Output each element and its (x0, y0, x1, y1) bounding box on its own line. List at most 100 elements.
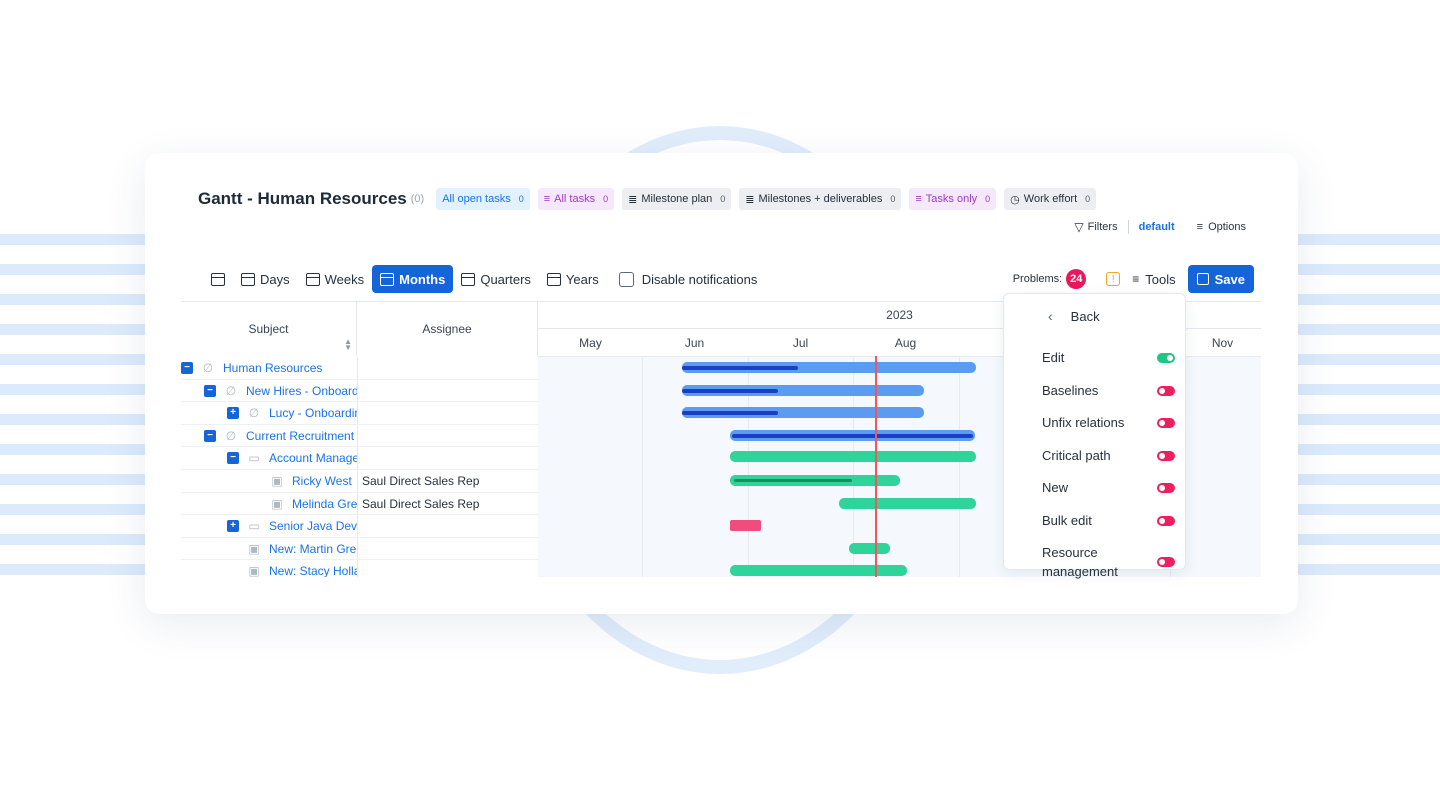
expand-icon[interactable]: + (227, 407, 239, 420)
task-icon: ▣ (248, 564, 260, 577)
table-row[interactable]: −∅ New Hires - Onboarding (181, 379, 538, 403)
zoom-years-label: Years (565, 271, 599, 287)
subject-cell: ▣ New: Stacy Holland (227, 560, 357, 577)
table-row[interactable]: − ▭ Account Manager (181, 447, 538, 470)
problems-indicator[interactable]: Problems: 24 (1013, 269, 1087, 289)
filters-button[interactable]: ▽ Filters (1074, 220, 1117, 234)
task-name-link[interactable]: Current Recruitment (246, 428, 355, 443)
sort-icon[interactable]: ▲ ▼ (344, 337, 352, 352)
view-chip-all-tasks[interactable]: ≡ All tasks 0 (537, 188, 615, 210)
toggle-switch[interactable] (1157, 417, 1175, 428)
collapse-icon[interactable]: − (204, 429, 216, 442)
toggle-switch[interactable] (1157, 352, 1175, 363)
task-bar[interactable] (839, 497, 976, 509)
tools-menu-item[interactable]: Baselines (1042, 381, 1175, 400)
toggle-switch[interactable] (1157, 385, 1175, 396)
save-button[interactable]: Save (1187, 265, 1254, 293)
view-chip-count: 0 (1085, 194, 1091, 204)
task-name-link[interactable]: Human Resources (223, 361, 323, 375)
cell-divider (357, 424, 358, 447)
view-chip-tasks-only[interactable]: ≡ Tasks only 0 (909, 188, 997, 210)
tools-menu-item[interactable]: Bulk edit (1042, 511, 1175, 530)
progress-bar[interactable] (732, 433, 973, 438)
view-chip-count: 0 (518, 194, 524, 204)
task-name-link[interactable]: Account Manager (269, 451, 357, 466)
table-row[interactable]: ▣ New: Stacy Holland (181, 560, 538, 577)
cell-divider (357, 447, 358, 469)
expand-icon[interactable]: + (227, 520, 239, 533)
subject-cell: ▣ New: Martin Green (227, 538, 357, 560)
back-button[interactable]: ‹ Back (1048, 308, 1100, 324)
tools-menu-item[interactable]: Unfix relations (1042, 413, 1175, 432)
table-row[interactable]: + ∅ Lucy - Onboarding (181, 402, 538, 425)
progress-bar[interactable] (734, 479, 852, 482)
progress-bar[interactable] (682, 366, 798, 370)
task-bar[interactable] (730, 565, 907, 577)
cell-divider (357, 560, 358, 577)
table-row[interactable]: ▣ Ricky West Saul Direct Sales Rep (181, 470, 538, 493)
tools-menu-item[interactable]: Edit (1042, 348, 1175, 367)
toggle-switch[interactable] (1157, 450, 1175, 461)
table-row[interactable]: − ∅ Human Resources (181, 357, 538, 380)
task-name-link[interactable]: Melinda Green (292, 496, 357, 511)
page-title-count: (0) (410, 193, 425, 205)
zoom-days-button[interactable]: Days (233, 265, 298, 293)
tools-menu-item[interactable]: Resource management (1042, 543, 1175, 581)
view-chip-work-effort[interactable]: ◷ Work effort 0 (1004, 188, 1097, 210)
zoom-years-button[interactable]: Years (539, 265, 607, 293)
disable-notifications-checkbox[interactable] (618, 271, 634, 287)
tools-button[interactable]: ≡ Tools (1132, 272, 1175, 287)
table-row[interactable]: + ▭ Senior Java Developer (181, 515, 538, 538)
subject-cell: − ∅ Human Resources (181, 357, 357, 379)
task-bar[interactable] (730, 520, 761, 532)
disable-notifications-label[interactable]: Disable notifications (641, 271, 758, 287)
zoom-quarters-button[interactable]: Quarters (453, 265, 539, 293)
table-row[interactable]: ▣ New: Martin Green (181, 537, 538, 561)
task-bar[interactable] (849, 542, 890, 554)
task-bar[interactable] (682, 384, 924, 396)
table-row[interactable]: ▣ Melinda Green Saul Direct Sales Rep (181, 492, 538, 516)
toggle-switch[interactable] (1157, 557, 1175, 567)
assignee-column-header[interactable]: Assignee (357, 302, 538, 356)
toggle-switch[interactable] (1157, 482, 1175, 493)
tools-menu-item[interactable]: Critical path (1042, 446, 1175, 465)
table-row[interactable]: − ∅ Current Recruitment (181, 424, 538, 448)
view-chip-all-open-tasks[interactable]: All open tasks 0 (436, 188, 530, 210)
calendar-icon (305, 272, 320, 286)
view-chip-label: Milestones + deliverables (758, 193, 883, 205)
task-name-link[interactable]: New: Martin Green (269, 541, 357, 556)
task-name-link[interactable]: Ricky West (292, 474, 352, 488)
cell-divider (357, 470, 358, 492)
today-marker (875, 356, 877, 577)
header-row: Gantt - Human Resources (0) All open tas… (198, 187, 1097, 211)
task-name-link[interactable]: Lucy - Onboarding (269, 406, 357, 421)
zoom-months-button[interactable]: Months (372, 265, 454, 293)
collapse-icon[interactable]: − (204, 384, 216, 397)
progress-bar[interactable] (682, 388, 778, 393)
task-bar[interactable] (682, 362, 976, 373)
task-bar[interactable] (682, 407, 924, 419)
folder-icon: ▭ (248, 519, 260, 534)
filter-preset-link[interactable]: default (1138, 221, 1175, 233)
toggle-switch[interactable] (1157, 515, 1175, 526)
calendar-button[interactable] (203, 265, 233, 293)
options-button[interactable]: ≡ Options (1197, 221, 1246, 233)
collapse-icon[interactable]: − (227, 452, 239, 465)
collapse-icon[interactable]: − (181, 362, 193, 374)
view-chip-milestone-plan[interactable]: ≣ Milestone plan 0 (622, 188, 732, 210)
task-name-link[interactable]: New: Stacy Holland (269, 564, 357, 577)
view-chip-milestones-deliverables[interactable]: ≣ Milestones + deliverables 0 (739, 188, 902, 210)
filter-list-icon: ≣ (745, 193, 755, 206)
problems-label: Problems: (1012, 273, 1063, 285)
task-bar[interactable] (730, 451, 976, 463)
zoom-weeks-button[interactable]: Weeks (298, 265, 373, 293)
task-name-link[interactable]: Senior Java Developer (269, 519, 357, 534)
view-chip-label: Milestone plan (641, 193, 713, 205)
progress-bar[interactable] (682, 411, 778, 416)
filters-bar: ▽ Filters default ≡ Options (1074, 220, 1246, 234)
warning-icon[interactable]: ! (1106, 272, 1121, 286)
subject-column-header[interactable]: Subject ▲ ▼ (181, 302, 357, 356)
task-name-link[interactable]: New Hires - Onboarding (246, 383, 357, 398)
tools-menu-item[interactable]: New (1042, 478, 1175, 497)
calendar-icon (546, 272, 561, 286)
